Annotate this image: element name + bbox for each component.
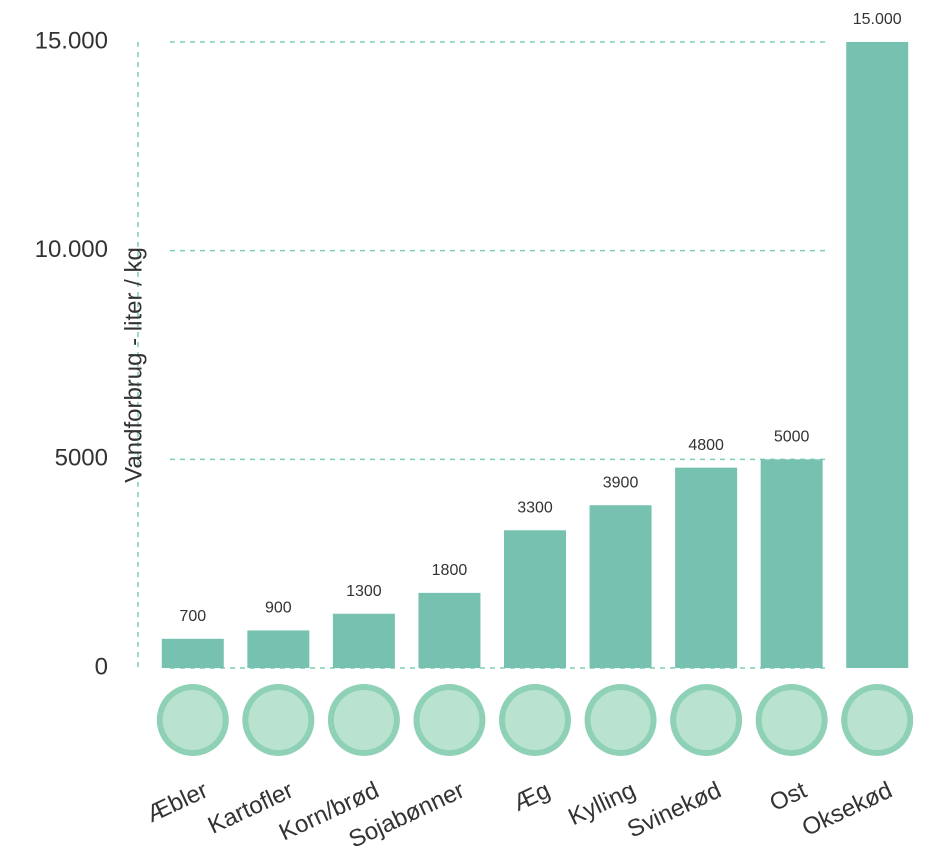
y-axis-label: Vandforbrug - liter / kg (120, 247, 147, 483)
bar (846, 42, 909, 668)
bar (589, 505, 652, 668)
value-label: 1800 (432, 562, 468, 579)
icon (333, 690, 394, 750)
icon (590, 690, 651, 750)
value-label: 5000 (774, 429, 810, 446)
bar (247, 630, 310, 668)
bar (760, 459, 823, 668)
value-label: 1300 (346, 583, 382, 600)
y-tick-label: 0 (95, 653, 108, 680)
bar (161, 638, 224, 668)
bar (504, 530, 566, 668)
y-tick-label: 10.000 (35, 236, 108, 263)
y-tick-label: 5000 (55, 445, 108, 472)
value-label: 15.000 (853, 11, 902, 28)
value-label: 700 (179, 608, 206, 625)
x-tick-label: Æg (509, 777, 554, 817)
x-tick-label: Oksekød (798, 777, 896, 842)
icon (162, 690, 223, 750)
value-label: 900 (265, 600, 292, 617)
icon (761, 690, 822, 750)
bar (418, 592, 481, 668)
icon (676, 690, 737, 750)
x-tick-label: Æbler (143, 777, 212, 829)
x-tick-label: Ost (766, 777, 812, 817)
icon (505, 690, 565, 750)
x-tick-label: Svinekød (623, 777, 725, 844)
icon (248, 690, 309, 750)
bar (675, 467, 738, 668)
icon (419, 690, 480, 750)
value-label: 3300 (517, 499, 553, 516)
value-label: 3900 (603, 474, 639, 491)
value-label: 4800 (688, 437, 724, 454)
icon (847, 690, 908, 750)
y-tick-label: 15.000 (35, 27, 108, 54)
bar (332, 613, 395, 668)
